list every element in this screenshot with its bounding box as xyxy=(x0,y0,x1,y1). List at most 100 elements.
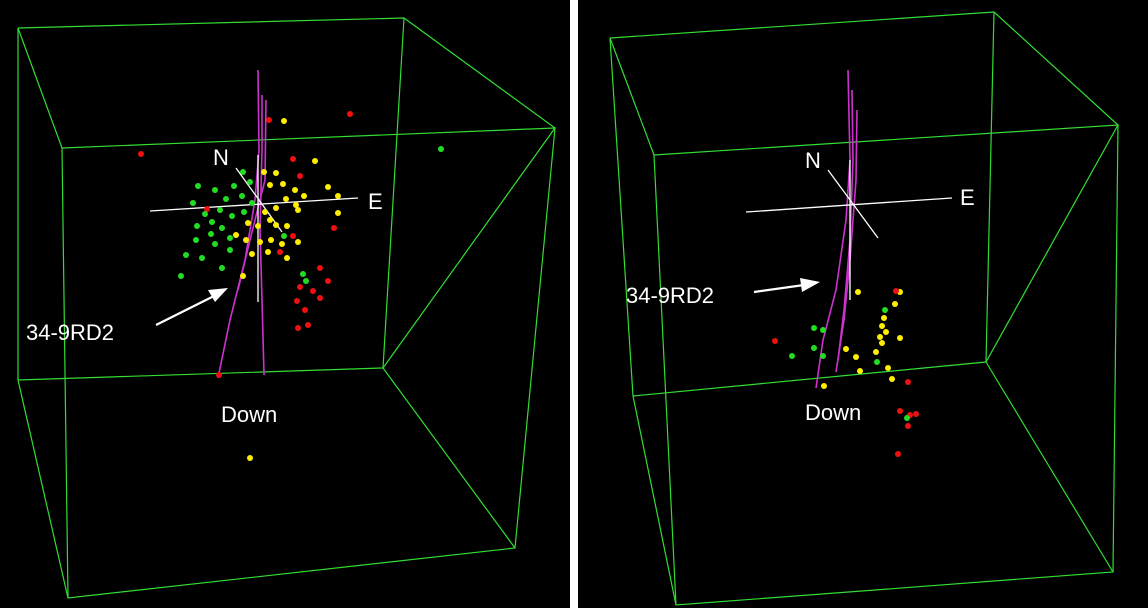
event-dot-red xyxy=(913,411,919,417)
event-dot-red xyxy=(138,151,144,157)
event-dot-green xyxy=(183,252,189,258)
right-north-label: N xyxy=(805,148,821,173)
event-dot-green xyxy=(281,233,287,239)
right-well-trace-3 xyxy=(835,109,858,373)
right-box-front-face xyxy=(653,124,1119,606)
event-dot-green xyxy=(811,345,817,351)
event-dot-green xyxy=(193,237,199,243)
event-dot-yellow xyxy=(267,182,273,188)
left-well-trace-2 xyxy=(259,95,265,376)
event-dot-green xyxy=(202,211,208,217)
right-event-dots xyxy=(772,288,919,457)
event-dot-yellow xyxy=(855,289,861,295)
event-dot-red xyxy=(895,451,901,457)
event-dot-green xyxy=(231,183,237,189)
event-dot-yellow xyxy=(249,251,255,257)
left-arrow-shaft xyxy=(155,295,215,326)
right-3d-scene: N E Down 34-9RD2 xyxy=(609,11,1119,606)
event-dot-green xyxy=(882,307,888,313)
event-dot-yellow xyxy=(295,239,301,245)
event-dot-green xyxy=(208,231,214,237)
event-dot-green xyxy=(178,273,184,279)
event-dot-red xyxy=(893,288,899,294)
right-box-edge-br xyxy=(985,361,1114,573)
event-dot-yellow xyxy=(873,349,879,355)
event-dot-red xyxy=(905,423,911,429)
event-dot-red xyxy=(317,295,323,301)
event-dot-yellow xyxy=(292,187,298,193)
event-dot-green xyxy=(874,359,880,365)
event-dot-yellow xyxy=(885,365,891,371)
event-dot-red xyxy=(347,111,353,117)
event-dot-yellow xyxy=(889,376,895,382)
event-dot-yellow xyxy=(879,340,885,346)
event-dot-yellow xyxy=(283,196,289,202)
right-axes xyxy=(745,160,953,300)
left-box-edge-tr xyxy=(382,17,405,369)
left-down-label: Down xyxy=(221,402,277,427)
event-dot-green xyxy=(438,146,444,152)
left-arrow-head xyxy=(208,288,228,302)
event-dot-yellow xyxy=(280,181,286,187)
event-dot-yellow xyxy=(233,232,239,238)
event-dot-green xyxy=(217,207,223,213)
event-dot-red xyxy=(290,156,296,162)
right-down-label: Down xyxy=(805,400,861,425)
right-3d-view: N E Down 34-9RD2 xyxy=(578,0,1148,608)
left-box-edge-br xyxy=(382,367,516,549)
event-dot-yellow xyxy=(857,368,863,374)
event-dot-yellow xyxy=(853,354,859,360)
event-dot-yellow xyxy=(281,118,287,124)
event-dot-green xyxy=(820,327,826,333)
event-dot-green xyxy=(249,200,255,206)
event-dot-red xyxy=(302,307,308,313)
left-axis-north-south xyxy=(235,167,283,233)
right-well-traces xyxy=(815,69,858,389)
event-dot-yellow xyxy=(262,209,268,215)
right-bounding-box xyxy=(609,11,1119,606)
event-dot-red xyxy=(310,288,316,294)
event-dot-yellow xyxy=(293,202,299,208)
event-dot-yellow xyxy=(301,193,307,199)
right-box-edge-tr xyxy=(985,11,995,363)
event-dot-yellow xyxy=(284,223,290,229)
right-box-edge-l xyxy=(609,37,634,397)
event-dot-red xyxy=(295,325,301,331)
event-dot-yellow xyxy=(883,329,889,335)
event-dot-yellow xyxy=(881,315,887,321)
left-event-dots xyxy=(138,111,444,461)
event-dot-green xyxy=(241,209,247,215)
event-dot-green xyxy=(789,353,795,359)
event-dot-red xyxy=(294,298,300,304)
event-dot-green xyxy=(209,219,215,225)
event-dot-green xyxy=(223,196,229,202)
event-dot-yellow xyxy=(268,237,274,243)
event-dot-yellow xyxy=(243,237,249,243)
event-dot-green xyxy=(212,241,218,247)
event-dot-red xyxy=(905,379,911,385)
event-dot-yellow xyxy=(312,158,318,164)
left-box-front-face xyxy=(61,127,556,599)
event-dot-red xyxy=(331,225,337,231)
event-dot-yellow xyxy=(335,210,341,216)
left-bounding-box xyxy=(17,17,556,599)
event-dot-red xyxy=(772,338,778,344)
event-dot-yellow xyxy=(295,207,301,213)
left-north-label: N xyxy=(213,145,229,170)
event-dot-red xyxy=(277,249,283,255)
right-well-trace-1 xyxy=(815,69,851,389)
event-dot-yellow xyxy=(247,455,253,461)
event-dot-yellow xyxy=(335,193,341,199)
right-box-edge-bl xyxy=(632,395,677,606)
event-dot-red xyxy=(290,233,296,239)
event-dot-green xyxy=(194,223,200,229)
event-dot-green xyxy=(227,247,233,253)
event-dot-red xyxy=(305,322,311,328)
event-dot-yellow xyxy=(245,220,251,226)
event-dot-green xyxy=(190,200,196,206)
right-east-label: E xyxy=(960,185,975,210)
right-arrow-head xyxy=(800,278,820,292)
event-dot-yellow xyxy=(843,346,849,352)
event-dot-red xyxy=(297,173,303,179)
